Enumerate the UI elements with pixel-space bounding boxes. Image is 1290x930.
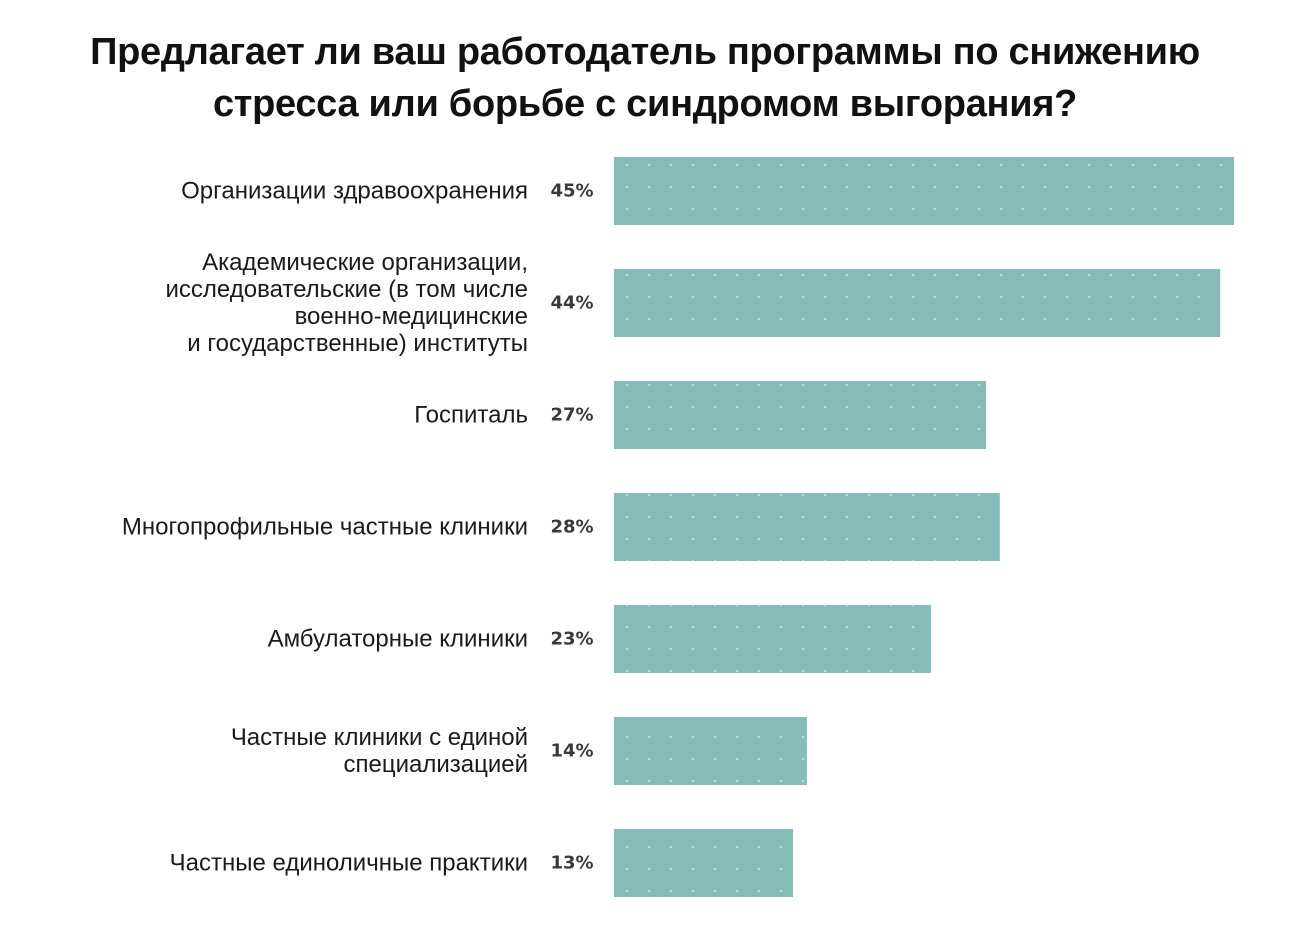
category-label: Частные клиники с единой специализацией: [231, 724, 528, 778]
chart-title: Предлагает ли ваш работодатель программы…: [0, 26, 1290, 130]
bar-row: 45% Организации здравоохранения: [181, 157, 1234, 225]
category-label-line: военно-медицинские: [295, 303, 528, 330]
category-label-line: и государственные) институты: [187, 330, 528, 357]
value-label: 45%: [550, 181, 593, 202]
value-label: 44%: [550, 293, 593, 314]
bar-texture: [614, 381, 986, 449]
category-label-line: Госпиталь: [414, 402, 528, 429]
bar-row: 44% Академические организации, исследовате…: [166, 249, 1221, 357]
category-label-line: Многопрофильные частные клиники: [122, 514, 528, 541]
category-label-line: Частные клиники с единой: [231, 724, 528, 751]
category-label-line: Амбулаторные клиники: [268, 626, 528, 653]
bar-texture: [614, 717, 807, 785]
bar-texture: [614, 493, 1000, 561]
category-label: Амбулаторные клиники: [268, 626, 528, 653]
category-label-line: Частные единоличные практики: [170, 850, 528, 877]
category-label-line: исследовательские (в том числе: [166, 276, 529, 303]
category-label: Многопрофильные частные клиники: [122, 514, 528, 541]
category-label-line: Академические организации,: [202, 249, 528, 276]
bars-layer: 45% Организации здравоохранения 44% Академи…: [122, 157, 1234, 897]
value-label: 14%: [550, 741, 593, 762]
category-label: Академические организации, исследовательс…: [166, 249, 529, 357]
chart-title-line-2: стресса или борьбе с синдромом выгорания…: [212, 83, 1078, 125]
bar-row: 28% Многопрофильные частные клиники: [122, 493, 1000, 561]
value-label: 23%: [550, 629, 593, 650]
category-label: Организации здравоохранения: [181, 178, 528, 205]
value-label: 13%: [550, 853, 593, 874]
bar-texture: [614, 157, 1234, 225]
bar-texture: [614, 269, 1221, 337]
category-label-line: Организации здравоохранения: [181, 178, 528, 205]
bar-texture: [614, 829, 794, 897]
bar-texture: [614, 605, 931, 673]
bar-row: 23% Амбулаторные клиники: [268, 605, 931, 673]
bar-row: 27% Госпиталь: [414, 381, 986, 449]
value-label: 27%: [550, 405, 593, 426]
category-label: Госпиталь: [414, 402, 528, 429]
bar-row: 14% Частные клиники с единой специализацие…: [231, 717, 807, 785]
category-label-line: специализацией: [343, 751, 528, 778]
bar-row: 13% Частные единоличные практики: [170, 829, 794, 897]
chart-title-line-1: Предлагает ли ваш работодатель программы…: [90, 31, 1200, 73]
value-label: 28%: [550, 517, 593, 538]
category-label: Частные единоличные практики: [170, 850, 528, 877]
